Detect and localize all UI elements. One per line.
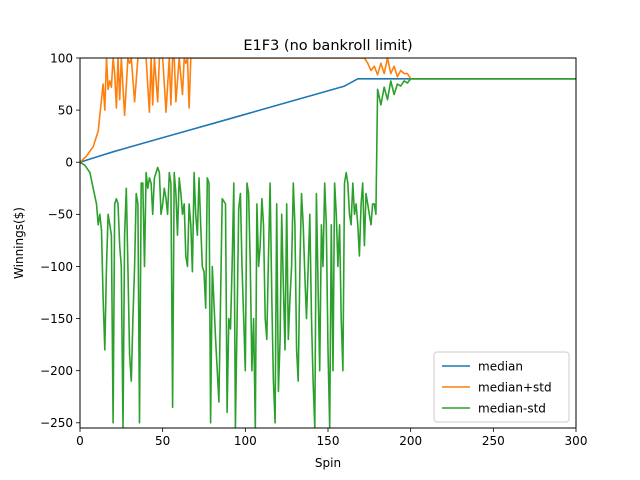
x-tick-label-1: 50 <box>155 434 170 448</box>
x-tick-label-3: 150 <box>317 434 340 448</box>
legend: median median+std median-std <box>433 351 570 423</box>
x-tick-label-5: 250 <box>482 434 505 448</box>
legend-label-2: median-std <box>478 401 546 415</box>
legend-label-0: median <box>478 359 523 373</box>
x-tick-label-2: 100 <box>234 434 257 448</box>
series-line-median <box>80 78 576 163</box>
y-tick-label-0: 100 <box>50 51 73 65</box>
chart-title: E1F3 (no bankroll limit) <box>243 38 412 54</box>
x-axis: 0 50 100 150 200 250 300 <box>76 428 587 448</box>
x-axis-label: Spin <box>315 456 341 470</box>
legend-box <box>433 351 570 423</box>
y-axis: 100 50 0 −50 −100 −150 −200 −250 <box>40 51 80 430</box>
y-tick-label-6: −200 <box>40 364 73 378</box>
series-layer <box>80 58 576 428</box>
legend-label-1: median+std <box>478 380 552 394</box>
y-axis-label: Winnings($) <box>12 207 26 279</box>
series-line-median-std <box>80 58 576 163</box>
y-tick-label-4: −100 <box>40 260 73 274</box>
series-line-median-std <box>80 78 576 428</box>
y-tick-label-5: −150 <box>40 312 73 326</box>
y-tick-label-2: 0 <box>65 156 73 170</box>
x-tick-label-6: 300 <box>565 434 588 448</box>
y-tick-label-3: −50 <box>48 208 73 222</box>
y-tick-label-7: −250 <box>40 416 73 430</box>
x-tick-label-0: 0 <box>76 434 84 448</box>
x-tick-label-4: 200 <box>399 434 422 448</box>
y-tick-label-1: 50 <box>58 103 73 117</box>
